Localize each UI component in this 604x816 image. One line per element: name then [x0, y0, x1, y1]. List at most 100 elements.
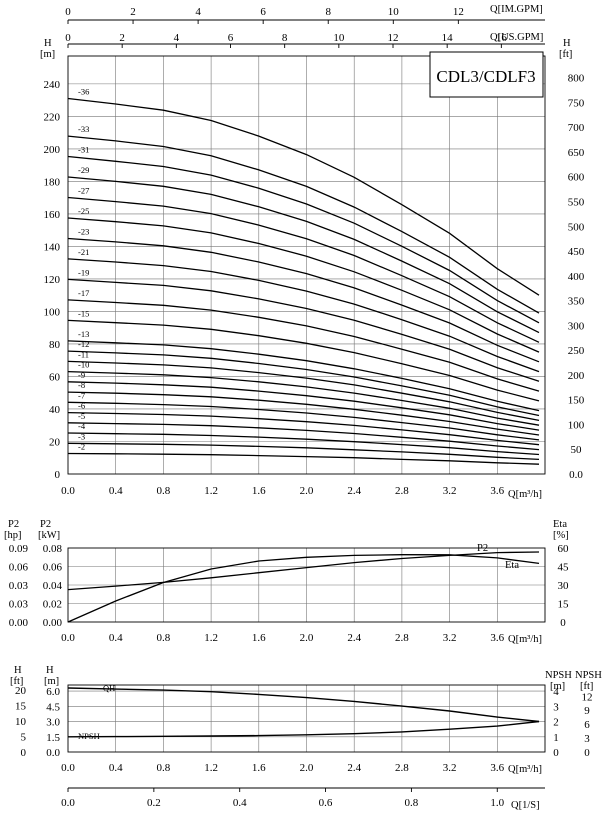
im-gpm-tick: 0 — [65, 6, 71, 18]
h-ft-tick: 20 — [15, 685, 27, 697]
npsh-curve-label: NPSH — [78, 731, 100, 741]
head-curve-n6 — [67, 411, 540, 446]
head-right-tick: 750 — [568, 97, 585, 109]
npsh-ft-label: NPSH — [575, 670, 602, 681]
h-m-label: H — [46, 665, 54, 676]
npsh-panel: 0.0 0.4 0.8 1.2 1.6 2.0 2.4 2.8 3.2 3.6 0.0 1.5 3.0 4… — [10, 665, 602, 775]
head-left-tick: 40 — [49, 404, 61, 416]
qh-curve — [67, 687, 540, 723]
head-curve-n29 — [67, 176, 540, 334]
kw-tick: 0.02 — [43, 599, 62, 611]
head-curve-n11 — [67, 360, 540, 422]
us-gpm-tick: 2 — [119, 32, 125, 44]
head-q-label: Q[m³/h] — [508, 489, 542, 500]
head-curve-n36 — [67, 97, 540, 296]
npsh-q-tick: 0.4 — [109, 762, 123, 774]
h-m-tick: 0.0 — [46, 747, 60, 759]
h-m-tick: 4.5 — [46, 701, 60, 713]
head-curve-label: -29 — [78, 165, 89, 175]
npsh-ft-tick: 9 — [584, 705, 590, 717]
head-curve-n17 — [67, 299, 540, 392]
head-left-tick: 20 — [49, 436, 61, 448]
head-q-tick: 1.6 — [252, 485, 266, 497]
eta-curve-label: Eta — [505, 560, 519, 571]
npsh-ft-tick: 6 — [584, 719, 590, 731]
head-curve-label: -7 — [78, 390, 85, 400]
eta-tick: 15 — [558, 599, 570, 611]
npsh-m-tick: 4 — [553, 686, 559, 698]
head-curve-n4 — [67, 432, 540, 456]
head-left-tick: 60 — [49, 371, 61, 383]
im-gpm-tick: 2 — [130, 6, 136, 18]
head-left-unit: [m] — [40, 49, 55, 60]
power-q-tick: 2.4 — [347, 632, 361, 644]
head-curve-n12 — [67, 350, 540, 417]
kw-tick: 0.04 — [43, 580, 63, 592]
head-curve-n5 — [67, 422, 540, 451]
im-gpm-axis: 0 2 4 6 8 10 12 Q[IM.GPM] — [65, 4, 545, 24]
us-gpm-tick: 8 — [282, 32, 288, 44]
eta-axis-label: Eta — [553, 519, 567, 530]
head-left-tick: 80 — [49, 339, 61, 351]
power-q-tick: 0.8 — [157, 632, 171, 644]
head-curve-label: -4 — [78, 421, 86, 431]
hp-tick: 0.00 — [9, 617, 29, 629]
npsh-panel-frame — [67, 684, 546, 753]
kw-tick: 0.08 — [43, 543, 63, 555]
head-left-label: H — [44, 38, 52, 49]
eta-tick: 45 — [558, 562, 570, 574]
power-q-tick: 0.0 — [61, 632, 75, 644]
head-right-tick: 450 — [568, 246, 585, 258]
power-q-tick: 1.2 — [204, 632, 218, 644]
eta-tick: 30 — [558, 580, 570, 592]
head-curve-n27 — [67, 196, 540, 343]
head-curve-label: -15 — [78, 308, 89, 318]
head-curve-label: -36 — [78, 87, 89, 97]
h-ft-tick: 5 — [21, 732, 27, 744]
npsh-q-tick: 1.2 — [204, 762, 218, 774]
head-curve-label: -8 — [78, 380, 85, 390]
head-right-tick: 150 — [568, 395, 585, 407]
npsh-m-tick: 1 — [553, 732, 559, 744]
power-q-label: Q[m³/h] — [508, 634, 542, 645]
im-gpm-tick: 8 — [325, 6, 331, 18]
us-gpm-tick: 10 — [333, 32, 345, 44]
head-right-tick: 550 — [568, 197, 585, 209]
npsh-ft-unit: [ft] — [580, 681, 593, 692]
head-right-tick: 300 — [568, 320, 585, 332]
head-curve-label: -13 — [78, 329, 89, 339]
head-curve-label: -23 — [78, 226, 89, 236]
head-right-tick: 200 — [568, 370, 585, 382]
head-left-tick: 0 — [55, 469, 61, 481]
npsh-q-tick: 0.8 — [157, 762, 171, 774]
head-left-tick: 140 — [44, 241, 61, 253]
head-left-tick: 100 — [44, 306, 61, 318]
head-curve-n9 — [67, 381, 540, 431]
power-q-tick: 2.0 — [300, 632, 314, 644]
npsh-ft-tick: 12 — [582, 691, 593, 703]
head-curve-label: -9 — [78, 370, 85, 380]
head-curve-n13 — [67, 340, 540, 412]
head-q-tick: 0.8 — [157, 485, 171, 497]
head-curve-label: -10 — [78, 360, 89, 370]
head-curve-label: -31 — [78, 145, 89, 155]
npsh-q-tick: 2.4 — [347, 762, 361, 774]
head-q-tick: 0.4 — [109, 485, 123, 497]
im-gpm-tick: 12 — [453, 6, 464, 18]
head-curve-n31 — [67, 155, 540, 324]
npsh-q-tick: 3.2 — [443, 762, 457, 774]
npsh-m-label: NPSH — [545, 670, 572, 681]
power-panel: 0.0 0.4 0.8 1.2 1.6 2.0 2.4 2.8 3.2 3.6 0.00 0.02 0.… — [4, 519, 569, 645]
head-right-tick: 600 — [568, 172, 585, 184]
h-ft-tick: 0 — [21, 747, 27, 759]
head-left-tick: 180 — [44, 176, 61, 188]
power-q-tick: 0.4 — [109, 632, 123, 644]
head-curve-n25 — [67, 217, 540, 353]
head-right-tick: 350 — [568, 296, 585, 308]
npsh-m-tick: 3 — [553, 701, 559, 713]
hp-unit: [hp] — [4, 530, 22, 541]
head-curve-label: -12 — [78, 339, 89, 349]
head-q-tick: 0.0 — [61, 485, 75, 497]
head-right-unit: [ft] — [559, 49, 572, 60]
head-curve-label: -19 — [78, 267, 89, 277]
